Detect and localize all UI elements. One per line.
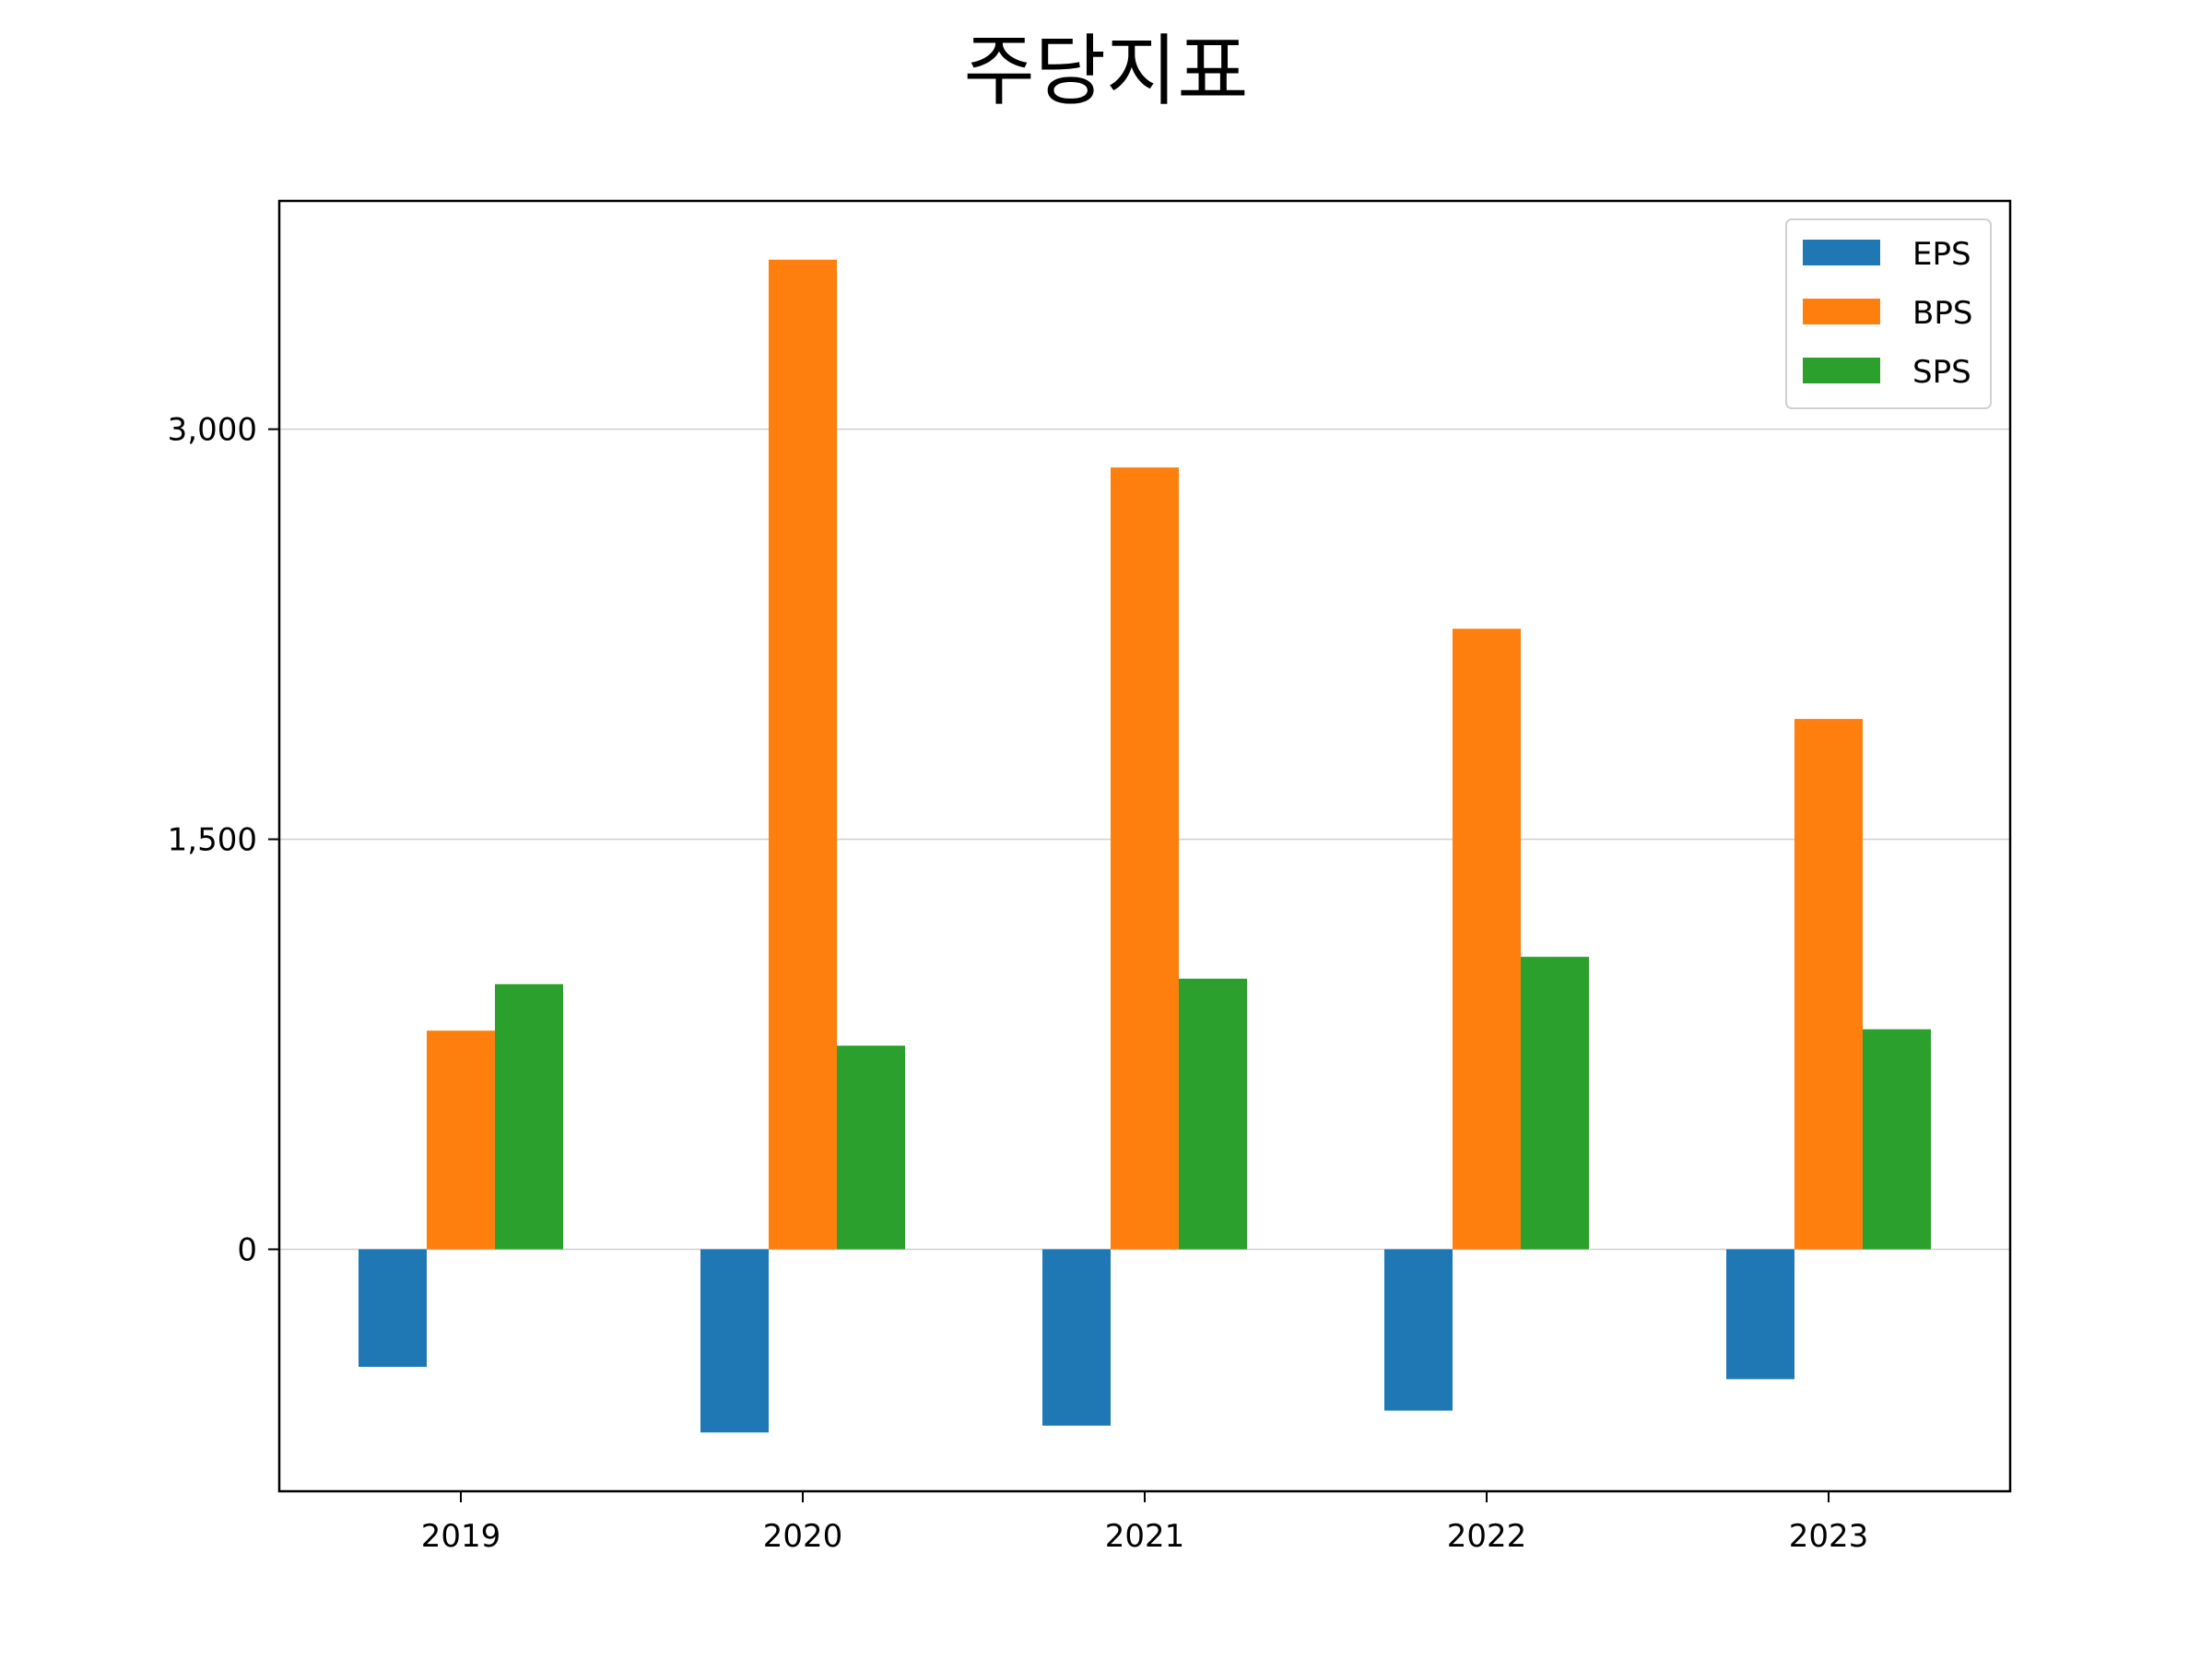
bar-bps-2019 [427, 1030, 495, 1250]
legend-swatch-bps [1803, 299, 1880, 324]
bars-layer [359, 259, 1931, 1433]
bar-eps-2019 [359, 1249, 427, 1368]
x-tick-label: 2019 [421, 1518, 501, 1555]
x-tick-label: 2023 [1789, 1518, 1869, 1555]
x-tick-label: 2022 [1447, 1518, 1527, 1555]
bar-bps-2023 [1794, 719, 1863, 1250]
x-tick-label: 2021 [1105, 1518, 1185, 1555]
bar-sps-2019 [495, 983, 563, 1250]
bar-eps-2020 [700, 1249, 769, 1433]
legend-swatch-eps [1803, 240, 1880, 265]
chart-title: 주당지표 [963, 26, 1249, 116]
bar-eps-2023 [1726, 1249, 1794, 1380]
legend: EPS BPS SPS [1785, 218, 1992, 409]
x-axis: 2019 2020 2021 2022 2023 [421, 1491, 1869, 1555]
y-axis: 0 1,500 3,000 [168, 412, 279, 1269]
bar-sps-2021 [1179, 978, 1247, 1250]
legend-swatch-sps [1803, 358, 1880, 383]
bar-sps-2022 [1521, 957, 1589, 1250]
bar-sps-2023 [1863, 1029, 1931, 1250]
x-tick-label: 2020 [763, 1518, 843, 1555]
y-tick-label: 1,500 [168, 822, 257, 859]
legend-label-eps: EPS [1912, 236, 1971, 273]
bar-sps-2020 [837, 1045, 905, 1250]
bar-bps-2021 [1111, 467, 1179, 1250]
bar-bps-2020 [769, 259, 837, 1250]
bar-eps-2021 [1042, 1249, 1111, 1426]
legend-label-sps: SPS [1912, 354, 1971, 391]
bar-bps-2022 [1453, 629, 1521, 1250]
bar-eps-2022 [1384, 1249, 1453, 1411]
y-tick-label: 0 [237, 1232, 257, 1269]
legend-label-bps: BPS [1912, 295, 1972, 332]
y-tick-label: 3,000 [168, 412, 257, 449]
